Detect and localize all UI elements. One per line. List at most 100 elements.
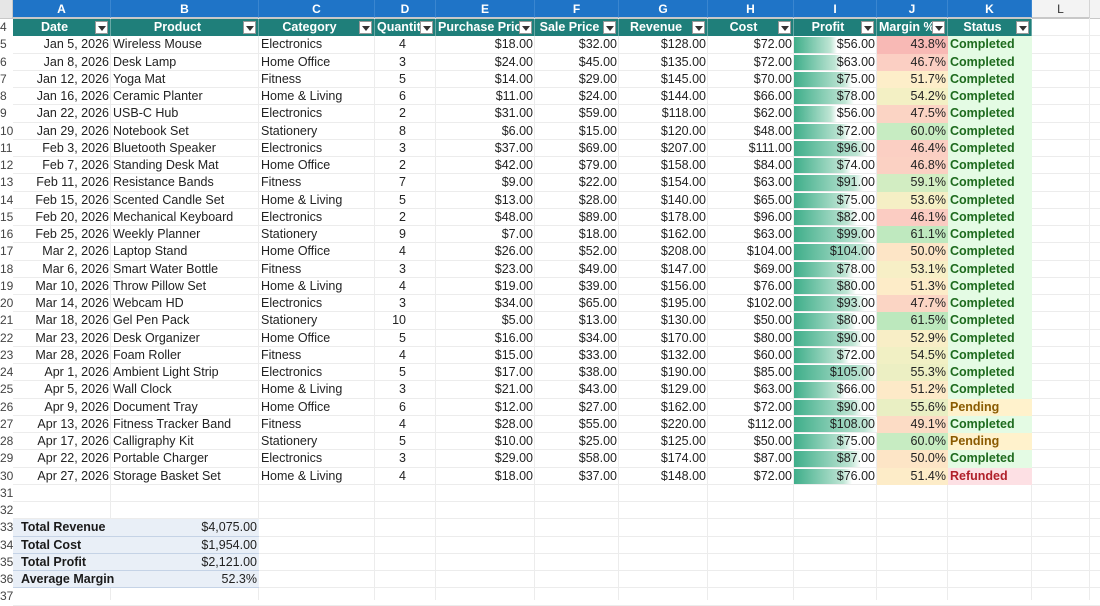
purchase-price-cell[interactable]: $29.00 xyxy=(494,451,533,466)
product-cell[interactable]: Smart Water Bottle xyxy=(113,261,219,276)
sale-price-cell[interactable]: $89.00 xyxy=(578,209,617,224)
status-cell[interactable]: Completed xyxy=(948,226,1032,244)
category-cell[interactable]: Stationery xyxy=(261,227,318,241)
row-number[interactable]: 8 xyxy=(0,89,7,103)
sale-price-cell[interactable]: $24.00 xyxy=(578,89,617,103)
sale-price-cell[interactable]: $45.00 xyxy=(578,54,617,69)
purchase-price-cell[interactable]: $15.00 xyxy=(494,347,533,362)
sale-price-cell[interactable]: $49.00 xyxy=(578,261,617,276)
product-cell[interactable]: Bluetooth Speaker xyxy=(113,140,216,155)
margin-cell[interactable]: 53.6% xyxy=(877,191,948,209)
filter-dropdown-icon[interactable] xyxy=(359,21,372,34)
row-number[interactable]: 16 xyxy=(0,227,14,241)
quantity-cell[interactable]: 3 xyxy=(399,296,406,310)
sale-price-cell[interactable]: $34.00 xyxy=(578,330,617,345)
date-cell[interactable]: Mar 23, 2026 xyxy=(35,330,109,345)
category-cell[interactable]: Home Office xyxy=(261,158,331,172)
revenue-cell[interactable]: $162.00 xyxy=(660,227,706,241)
quantity-cell[interactable]: 2 xyxy=(399,158,406,172)
status-cell[interactable]: Pending xyxy=(948,398,1032,416)
row-number[interactable]: 21 xyxy=(0,313,14,328)
product-cell[interactable]: Calligraphy Kit xyxy=(113,434,194,448)
filter-dropdown-icon[interactable] xyxy=(243,21,256,34)
filter-dropdown-icon[interactable] xyxy=(692,21,705,34)
purchase-price-cell[interactable]: $26.00 xyxy=(494,244,533,259)
cost-cell[interactable]: $96.00 xyxy=(753,209,792,224)
purchase-price-cell[interactable]: $21.00 xyxy=(494,382,533,397)
purchase-price-cell[interactable]: $48.00 xyxy=(494,209,533,224)
purchase-price-cell[interactable]: $10.00 xyxy=(494,434,533,448)
date-cell[interactable]: Mar 2, 2026 xyxy=(42,244,109,259)
sale-price-cell[interactable]: $15.00 xyxy=(578,123,617,138)
revenue-cell[interactable]: $207.00 xyxy=(660,140,706,155)
row-number[interactable]: 32 xyxy=(0,503,14,517)
cost-cell[interactable]: $111.00 xyxy=(748,140,792,155)
category-cell[interactable]: Fitness xyxy=(261,261,302,276)
purchase-price-cell[interactable]: $18.00 xyxy=(494,468,533,483)
sale-price-cell[interactable]: $52.00 xyxy=(578,244,617,259)
date-cell[interactable]: Jan 8, 2026 xyxy=(43,54,109,69)
summary-value[interactable]: $4,075.00 xyxy=(151,519,259,537)
date-cell[interactable]: Apr 9, 2026 xyxy=(44,399,109,414)
product-cell[interactable]: Standing Desk Mat xyxy=(113,158,219,172)
date-cell[interactable]: Mar 6, 2026 xyxy=(42,261,109,276)
filter-dropdown-icon[interactable] xyxy=(95,21,108,34)
category-cell[interactable]: Fitness xyxy=(261,416,302,431)
profit-cell[interactable]: $104.00 xyxy=(794,243,877,260)
category-cell[interactable]: Electronics xyxy=(261,106,323,121)
product-cell[interactable]: Throw Pillow Set xyxy=(113,278,207,293)
column-header-d[interactable]: D xyxy=(375,0,436,18)
profit-cell[interactable]: $66.00 xyxy=(794,381,877,398)
summary-label[interactable]: Average Margin xyxy=(13,571,151,589)
quantity-cell[interactable]: 3 xyxy=(399,382,406,397)
row-number[interactable]: 34 xyxy=(0,537,14,552)
profit-cell[interactable]: $76.00 xyxy=(794,468,877,485)
category-cell[interactable]: Home & Living xyxy=(261,89,343,103)
revenue-cell[interactable]: $118.00 xyxy=(661,106,706,121)
status-cell[interactable]: Completed xyxy=(948,415,1032,433)
filter-dropdown-icon[interactable] xyxy=(1016,21,1029,34)
margin-cell[interactable]: 47.5% xyxy=(877,105,948,123)
column-header-e[interactable]: E xyxy=(436,0,535,18)
sale-price-cell[interactable]: $58.00 xyxy=(578,451,617,466)
product-cell[interactable]: Weekly Planner xyxy=(113,227,201,241)
profit-cell[interactable]: $74.00 xyxy=(794,157,877,174)
sale-price-cell[interactable]: $29.00 xyxy=(578,71,617,86)
margin-cell[interactable]: 51.2% xyxy=(877,381,948,399)
category-cell[interactable]: Electronics xyxy=(261,451,323,466)
profit-cell[interactable]: $82.00 xyxy=(794,209,877,226)
revenue-cell[interactable]: $154.00 xyxy=(660,175,706,190)
header-cost[interactable]: Cost xyxy=(708,19,794,37)
quantity-cell[interactable]: 2 xyxy=(399,209,406,224)
category-cell[interactable]: Fitness xyxy=(261,347,302,362)
status-cell[interactable]: Completed xyxy=(948,450,1032,468)
product-cell[interactable]: Mechanical Keyboard xyxy=(113,209,234,224)
category-cell[interactable]: Fitness xyxy=(261,175,302,190)
margin-cell[interactable]: 55.6% xyxy=(877,398,948,416)
margin-cell[interactable]: 46.8% xyxy=(877,157,948,175)
status-cell[interactable]: Completed xyxy=(948,329,1032,347)
purchase-price-cell[interactable]: $13.00 xyxy=(494,192,533,207)
purchase-price-cell[interactable]: $5.00 xyxy=(501,313,533,328)
profit-cell[interactable]: $96.00 xyxy=(794,140,877,157)
revenue-cell[interactable]: $147.00 xyxy=(660,261,706,276)
row-number[interactable]: 11 xyxy=(0,140,13,155)
status-cell[interactable]: Completed xyxy=(948,381,1032,399)
margin-cell[interactable]: 55.3% xyxy=(877,364,948,382)
profit-cell[interactable]: $90.00 xyxy=(794,330,877,347)
row-number[interactable]: 13 xyxy=(0,175,14,190)
profit-cell[interactable]: $72.00 xyxy=(794,347,877,364)
category-cell[interactable]: Electronics xyxy=(261,365,323,379)
purchase-price-cell[interactable]: $17.00 xyxy=(494,365,533,379)
quantity-cell[interactable]: 2 xyxy=(399,106,406,121)
margin-cell[interactable]: 50.0% xyxy=(877,450,948,468)
category-cell[interactable]: Electronics xyxy=(261,140,323,155)
margin-cell[interactable]: 60.0% xyxy=(877,122,948,140)
revenue-cell[interactable]: $144.00 xyxy=(660,89,706,103)
row-number[interactable]: 12 xyxy=(0,158,14,172)
profit-cell[interactable]: $90.00 xyxy=(794,399,877,416)
cost-cell[interactable]: $72.00 xyxy=(753,37,792,52)
column-header-a[interactable]: A xyxy=(13,0,111,18)
quantity-cell[interactable]: 3 xyxy=(399,451,406,466)
profit-cell[interactable]: $80.00 xyxy=(794,278,877,295)
